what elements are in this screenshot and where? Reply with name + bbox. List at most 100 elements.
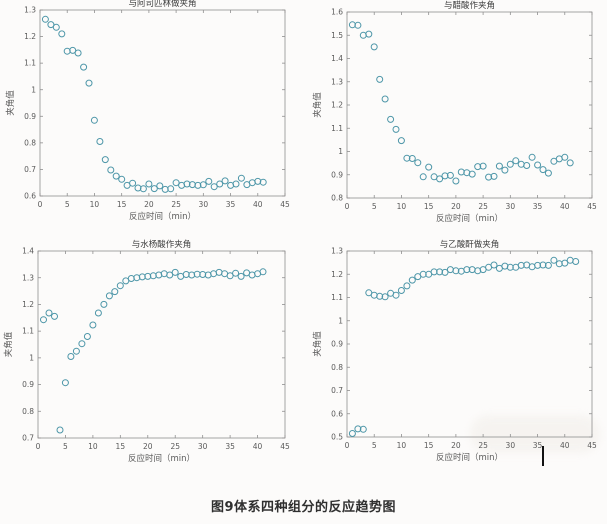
axis-tick-labels: 0 5 10 15 20 25 30 35 40 45 0.6 0.7 0.8 0.9 1 1.1 1.2 1.3 [24,6,290,209]
data-point [359,425,367,433]
data-point [96,138,104,145]
data-point [490,172,498,180]
svg-text:0.9: 0.9 [24,112,36,121]
data-point [210,183,218,191]
subplot-aspirin: 0 5 10 15 20 25 30 35 40 45 0.6 0.7 0.8 0.9 1 1.1 1.2 1.3… [5,0,290,222]
axes [39,9,286,197]
svg-text:1.3: 1.3 [22,273,34,282]
svg-text:1.4: 1.4 [331,54,343,63]
data-point [47,21,55,29]
data-point [436,175,444,183]
data-point [446,266,454,274]
data-point [167,185,175,193]
data-point [40,316,47,324]
axes [346,11,593,199]
data-point [517,160,525,168]
data-point [183,180,191,188]
svg-text:1: 1 [31,85,36,94]
svg-text:10: 10 [90,200,100,209]
data-point [359,31,367,39]
data-point [105,292,113,300]
svg-text:5: 5 [63,442,68,451]
data-point [51,312,58,320]
data-point [414,159,422,167]
data-point [354,425,362,433]
svg-text:40: 40 [560,202,570,211]
svg-text:1: 1 [338,316,343,325]
data-point [544,169,552,177]
svg-text:25: 25 [171,200,181,209]
data-point [90,116,98,124]
svg-text:30: 30 [199,200,209,209]
scatter-points [348,21,574,185]
data-point [392,291,400,299]
data-point [205,177,213,185]
data-point [392,125,400,133]
svg-text:45: 45 [280,200,290,209]
x-axis-label: 反应时间（min） [128,453,195,463]
data-point [156,182,164,190]
data-point [403,282,411,290]
data-point [501,166,509,174]
svg-text:35: 35 [225,442,235,451]
svg-text:25: 25 [478,441,488,450]
data-point [58,30,66,38]
svg-text:0.8: 0.8 [24,138,36,147]
svg-text:0.6: 0.6 [331,409,343,418]
data-point [534,261,542,269]
data-point [381,293,389,301]
svg-text:40: 40 [560,441,570,450]
svg-text:5: 5 [65,200,70,209]
svg-text:1: 1 [29,353,34,362]
data-point [52,23,60,31]
svg-text:0.9: 0.9 [331,170,343,179]
data-point [479,162,487,170]
data-point [441,268,449,276]
scatter-points [40,268,267,434]
data-point [166,271,174,279]
data-point [111,288,119,296]
data-point [566,256,574,264]
axis-tick-labels: 0 5 10 15 20 25 30 35 40 45 0.8 0.9 1 1.1 1.2 1.3 1.4 1.5… [331,8,597,211]
svg-text:30: 30 [506,202,516,211]
data-point [221,177,229,185]
data-point [376,75,384,83]
svg-text:1.2: 1.2 [24,32,36,41]
data-point [419,173,427,181]
axis-tick-labels: 0 5 10 15 20 25 30 35 40 45 0.5 0.6 0.7 0.8 0.9 1 1.1 1.2… [331,247,597,450]
data-point [150,185,158,193]
svg-text:5: 5 [372,441,377,450]
data-point [452,267,460,275]
data-point [67,353,75,360]
data-point [348,430,356,437]
data-point [41,15,49,23]
data-point [495,162,503,170]
data-point [561,153,569,161]
data-point [523,162,531,169]
data-point [436,268,444,276]
svg-text:20: 20 [451,202,461,211]
data-point [446,171,454,179]
data-point [61,379,69,387]
text-cursor[interactable] [542,446,544,466]
axes [346,250,593,438]
data-point [134,184,142,192]
data-point [112,172,120,180]
svg-text:25: 25 [478,202,488,211]
data-point [232,269,240,277]
svg-text:0.7: 0.7 [331,386,343,395]
data-point [83,333,91,340]
svg-text:15: 15 [424,441,434,450]
data-point [528,153,536,161]
data-point [425,163,433,171]
data-point [370,43,378,51]
svg-text:1.3: 1.3 [331,77,343,86]
y-axis-label: 夹角值 [312,92,323,118]
data-point [566,159,574,167]
data-point [216,180,224,188]
data-point [129,179,137,187]
data-point [194,181,202,189]
svg-text:1.5: 1.5 [331,31,343,40]
svg-text:0.8: 0.8 [22,407,34,416]
